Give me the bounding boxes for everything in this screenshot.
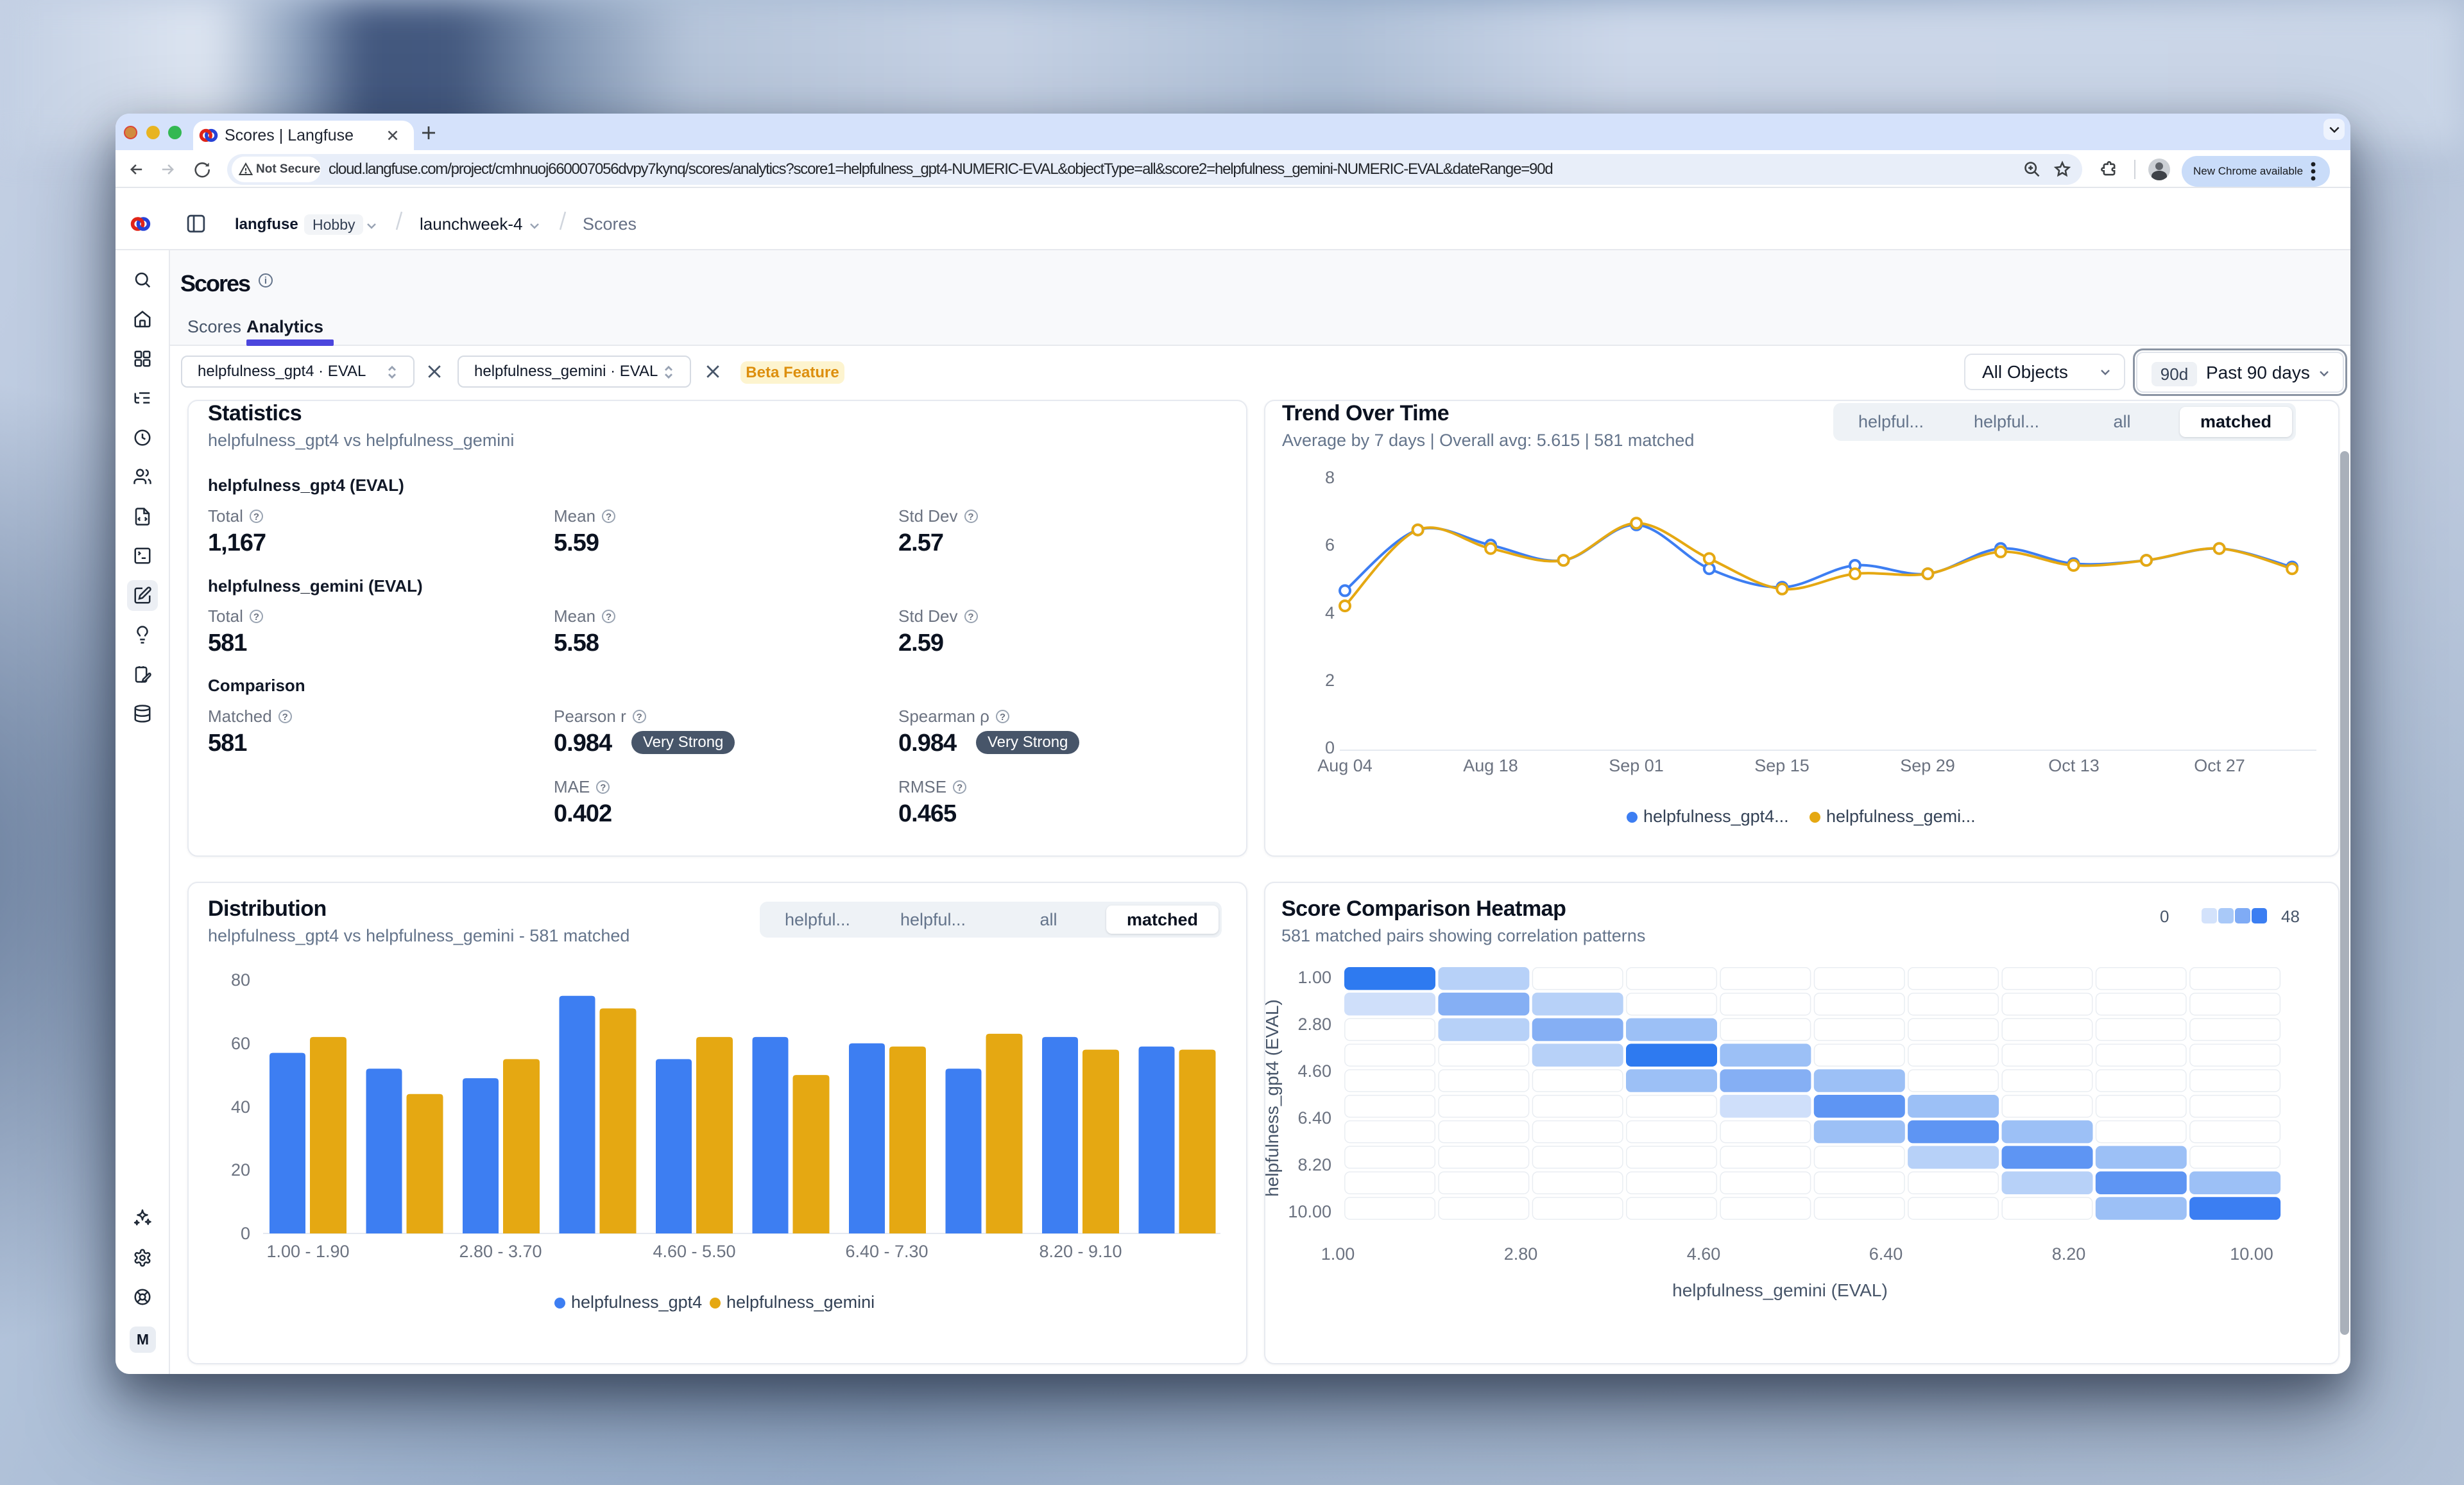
svg-text:4: 4	[1325, 603, 1335, 622]
svg-text:2.80 - 3.70: 2.80 - 3.70	[459, 1242, 542, 1261]
svg-text:2: 2	[1325, 671, 1335, 690]
svg-text:8: 8	[1325, 468, 1335, 487]
svg-text:helpfulness_gemini (EVAL): helpfulness_gemini (EVAL)	[1672, 1280, 1888, 1300]
svg-text:6.40 - 7.30: 6.40 - 7.30	[845, 1242, 928, 1261]
svg-text:Oct 27: Oct 27	[2194, 756, 2245, 775]
svg-text:2.80: 2.80	[1297, 1015, 1331, 1034]
svg-text:4.60 - 5.50: 4.60 - 5.50	[653, 1242, 735, 1261]
svg-text:60: 60	[231, 1034, 250, 1053]
svg-text:80: 80	[231, 970, 250, 990]
svg-text:8.20: 8.20	[1297, 1155, 1331, 1174]
svg-text:4.60: 4.60	[1687, 1244, 1721, 1264]
svg-text:Aug 04: Aug 04	[1317, 756, 1373, 775]
svg-text:40: 40	[231, 1097, 250, 1117]
svg-text:6: 6	[1325, 535, 1335, 554]
svg-text:Sep 01: Sep 01	[1609, 756, 1664, 775]
svg-text:10.00: 10.00	[1288, 1202, 1331, 1221]
svg-text:4.60: 4.60	[1297, 1061, 1331, 1081]
svg-text:Oct 13: Oct 13	[2048, 756, 2100, 775]
svg-text:8.20: 8.20	[2052, 1244, 2086, 1264]
svg-text:helpfulness_gpt4 (EVAL): helpfulness_gpt4 (EVAL)	[1262, 999, 1282, 1197]
svg-text:Sep 29: Sep 29	[1900, 756, 1955, 775]
svg-text:1.00 - 1.90: 1.00 - 1.90	[266, 1242, 349, 1261]
svg-text:10.00: 10.00	[2230, 1244, 2273, 1264]
svg-text:6.40: 6.40	[1297, 1108, 1331, 1128]
svg-text:6.40: 6.40	[1869, 1244, 1903, 1264]
svg-text:0: 0	[1325, 738, 1335, 757]
svg-text:1.00: 1.00	[1321, 1244, 1355, 1264]
svg-text:Aug 18: Aug 18	[1463, 756, 1518, 775]
svg-text:2.80: 2.80	[1504, 1244, 1538, 1264]
svg-text:0: 0	[241, 1224, 250, 1243]
svg-text:8.20 - 9.10: 8.20 - 9.10	[1039, 1242, 1122, 1261]
svg-text:Sep 15: Sep 15	[1754, 756, 1810, 775]
svg-text:20: 20	[231, 1160, 250, 1180]
svg-text:1.00: 1.00	[1297, 968, 1331, 987]
